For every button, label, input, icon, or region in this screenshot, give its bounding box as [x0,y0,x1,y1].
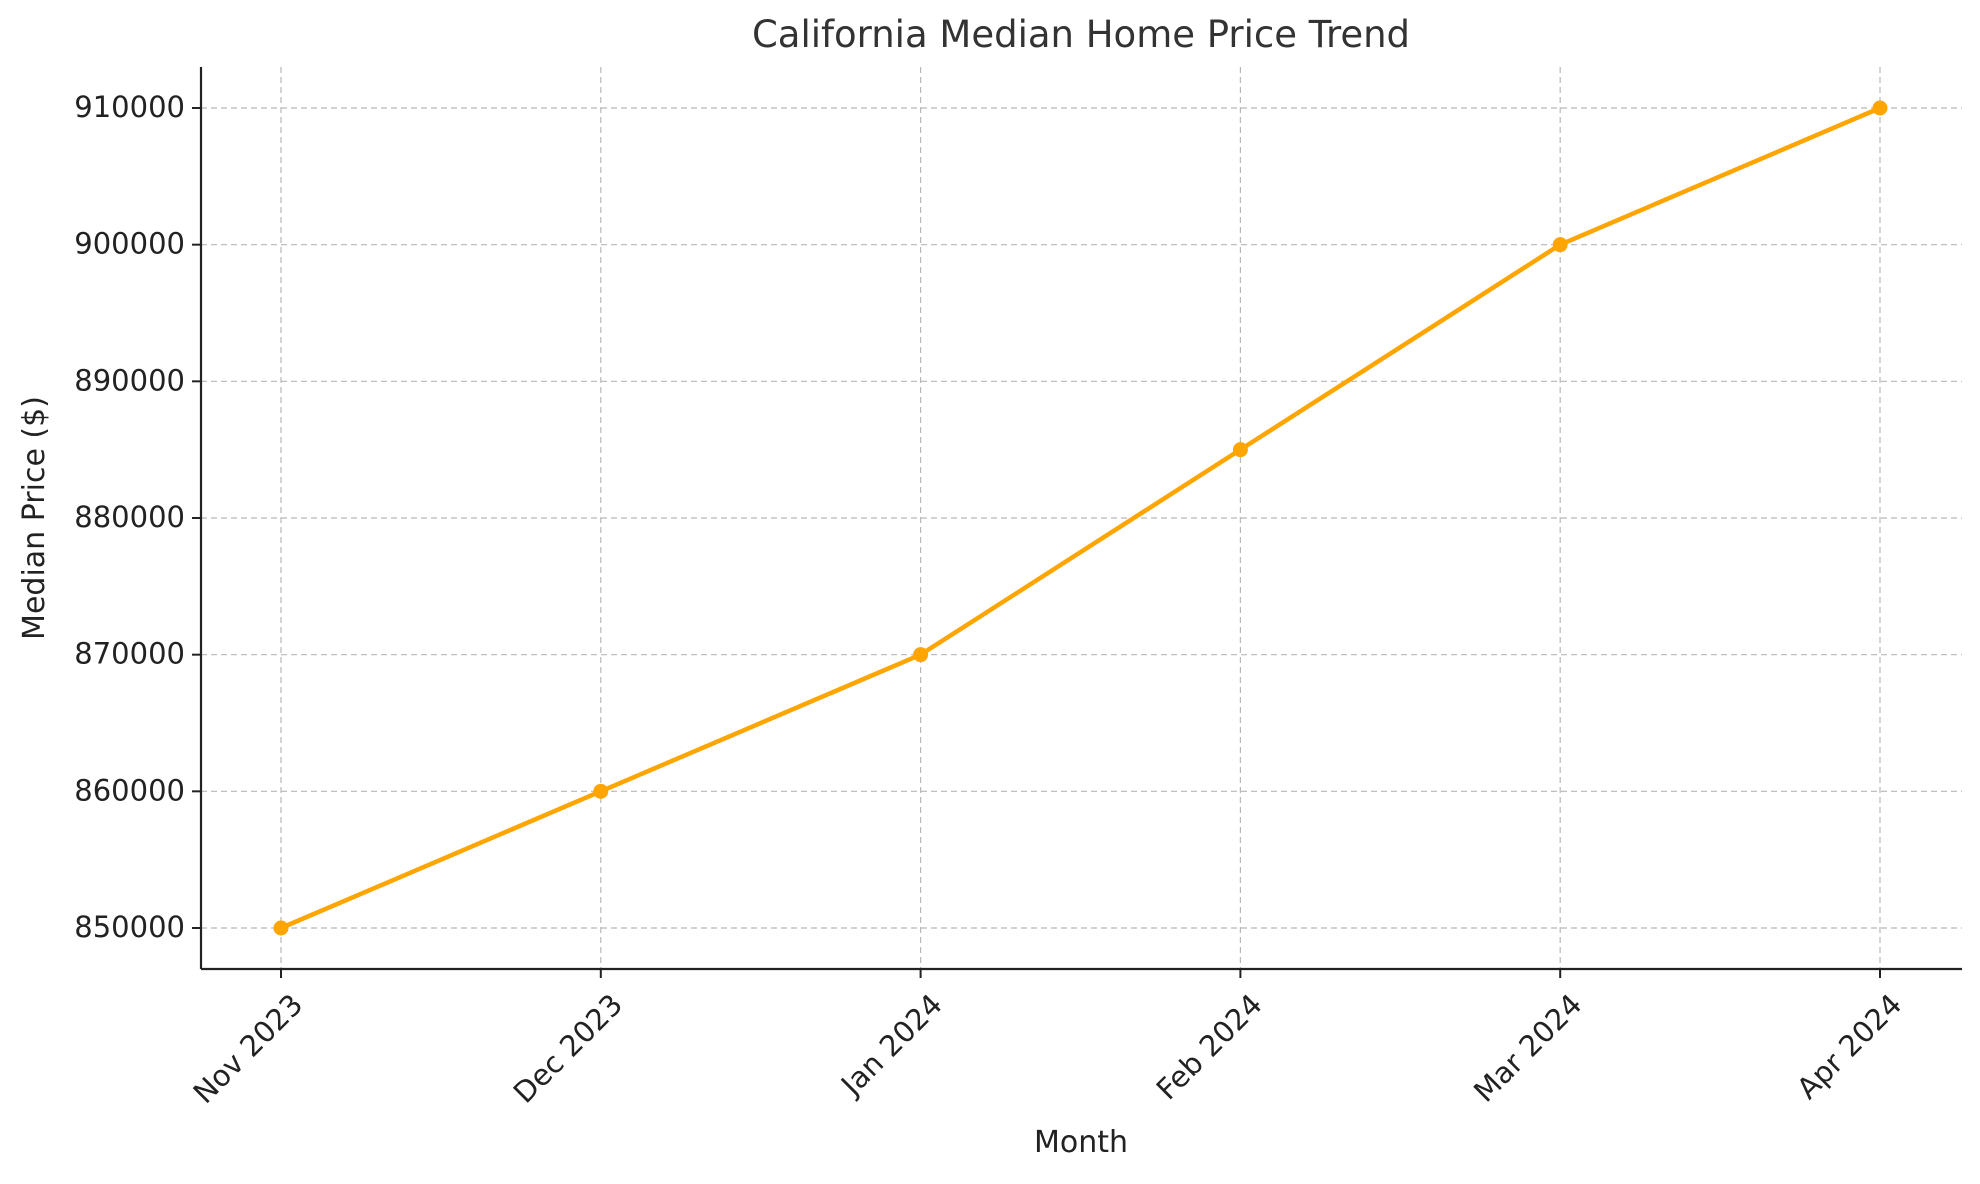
data-point-marker [273,920,289,936]
data-point-marker [913,647,929,663]
x-tick-label: Mar 2024 [1467,987,1588,1108]
data-point-marker [1872,100,1888,116]
y-tick-label: 850000 [74,910,185,944]
x-tick-label: Apr 2024 [1790,987,1908,1105]
grid [201,67,1962,969]
y-tick-label: 860000 [74,773,185,807]
y-tick-label: 890000 [74,363,185,397]
y-tick-label: 900000 [74,227,185,261]
y-tick-label: 870000 [74,637,185,671]
series [273,100,1888,936]
y-axis-title: Median Price ($) [17,396,52,640]
data-point-marker [1232,442,1248,458]
x-axis-title: Month [1034,1125,1128,1160]
y-tick-label: 880000 [74,500,185,534]
ticks: Nov 2023 Dec 2023 Jan 2024 Feb 2024 Mar 2024… [74,90,1908,1110]
data-point-marker [1552,237,1568,253]
x-tick-label: Feb 2024 [1150,987,1269,1106]
series-line [278,105,1883,931]
y-tick-label: 910000 [74,90,185,124]
x-tick-label: Nov 2023 [187,987,310,1110]
x-tick-label: Jan 2024 [833,987,949,1103]
x-tick-label: Dec 2023 [507,987,629,1109]
chart-title: California Median Home Price Trend [752,13,1410,56]
data-point-marker [593,783,609,799]
